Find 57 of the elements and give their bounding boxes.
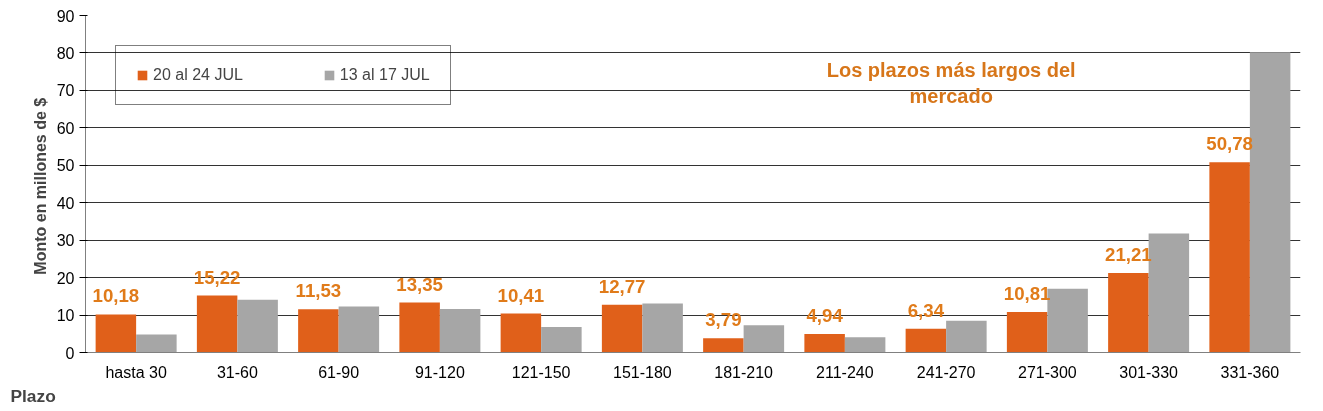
bar (804, 334, 845, 353)
x-tick-label: 31-60 (216, 363, 258, 381)
bar (541, 327, 582, 353)
data-label: 12,77 (598, 275, 646, 297)
y-tick-label: 0 (65, 344, 75, 362)
bar (601, 304, 643, 353)
bar (338, 306, 380, 353)
y-tick-label: 40 (56, 194, 75, 212)
bar (1108, 273, 1149, 353)
bar (95, 314, 137, 353)
bar (946, 320, 987, 353)
x-tick-label: 331-360 (1220, 363, 1280, 381)
bar (743, 325, 785, 353)
legend-label: 13 al 17 JUL (339, 66, 430, 84)
bar (703, 338, 744, 353)
bar (136, 334, 177, 353)
data-label: 21,21 (1105, 244, 1152, 266)
x-axis-title: Plazo (10, 385, 56, 406)
bar (196, 295, 238, 353)
bar (399, 302, 440, 353)
data-label: 50,78 (1206, 133, 1253, 155)
bar (642, 303, 683, 353)
bar (439, 309, 481, 353)
bar (1006, 312, 1048, 353)
x-tick-label: hasta 30 (105, 363, 167, 381)
y-tick-label: 70 (56, 82, 75, 100)
x-tick-label: 121-150 (511, 363, 571, 381)
bar (1209, 162, 1250, 353)
y-tick-label: 20 (56, 269, 75, 287)
bar (298, 309, 339, 353)
x-tick-label: 181-210 (714, 363, 774, 381)
legend-label: 20 al 24 JUL (153, 66, 243, 84)
x-tick-label: 211-240 (816, 363, 874, 381)
data-label: 11,53 (295, 280, 342, 302)
x-tick-label: 61-90 (318, 363, 360, 381)
y-tick-label: 30 (56, 232, 75, 250)
bar (844, 337, 886, 353)
x-tick-label: 151-180 (613, 363, 672, 381)
data-label: 3,79 (705, 309, 742, 331)
annotation: Los plazos más largos del mercado (826, 58, 1076, 108)
y-tick-label: 80 (56, 44, 75, 62)
x-tick-label: 301-330 (1119, 363, 1179, 381)
data-label: 10,41 (497, 284, 545, 306)
x-tick-label: 241-270 (916, 363, 976, 381)
data-label: 10,18 (92, 285, 140, 307)
bar (500, 313, 542, 353)
data-label: 13,35 (396, 273, 443, 295)
y-tick-label: 60 (56, 119, 75, 137)
bar (905, 328, 947, 353)
x-tick-label: 91-120 (414, 363, 465, 381)
y-axis-title: Monto en millones de $ (31, 97, 49, 275)
x-tick-label: 271-300 (1018, 363, 1077, 381)
bar (237, 299, 278, 353)
y-tick-label: 90 (56, 7, 75, 25)
y-tick-label: 10 (56, 307, 75, 325)
data-label: 10,81 (1003, 283, 1051, 305)
y-tick-label: 50 (56, 157, 75, 175)
